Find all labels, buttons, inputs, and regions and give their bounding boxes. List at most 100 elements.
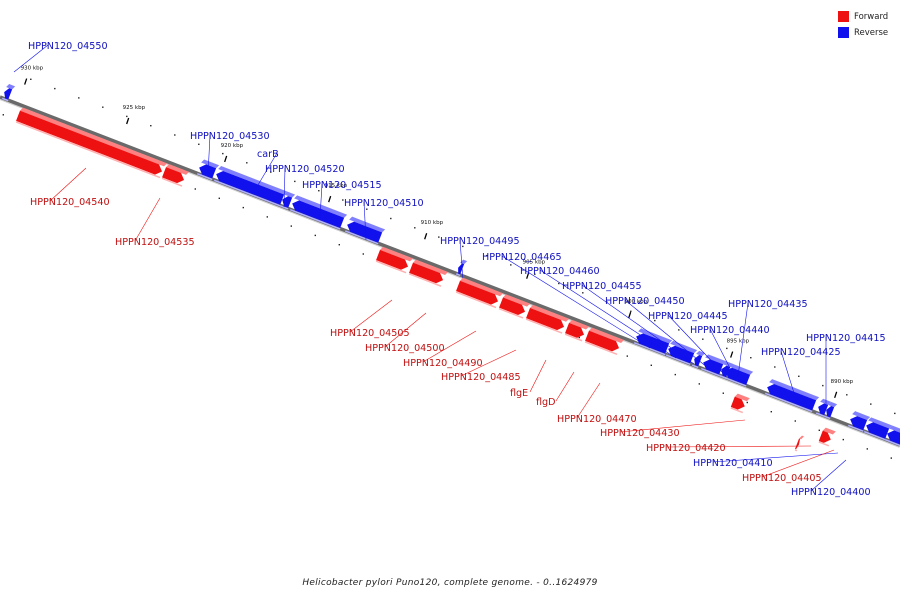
gene-hppn120-04470: [585, 330, 620, 352]
major-tick: [424, 233, 428, 240]
gene-hppn120-04455: [694, 355, 703, 367]
gene-hppn120-04465-label: HPPN120_04465: [482, 252, 562, 263]
gene-hppn120-04445-label: HPPN120_04445: [648, 311, 728, 322]
minor-tick-upper: [866, 448, 868, 450]
minor-tick-upper: [890, 457, 892, 459]
gene-flgd-leader: [555, 371, 575, 402]
gene-hppn120-04485-leader: [460, 349, 517, 377]
gene-hppn120-04405-label: HPPN120_04405: [742, 473, 822, 484]
gene-hppn120-04410: [850, 416, 868, 431]
gene-hppn120-04500-shade: [413, 259, 449, 275]
gene-hppn120-04530: [199, 164, 217, 179]
gene-hppn120-04505-shade: [380, 246, 414, 262]
gene-hppn120-04540-edge: [15, 121, 161, 179]
minor-tick-lower: [78, 97, 80, 99]
tick-label: 905 kbp: [523, 260, 546, 266]
gene-hppn120-04510-shade: [349, 216, 386, 233]
gene-flgd-shade: [569, 319, 590, 330]
legend-forward: Forward: [838, 9, 888, 24]
minor-tick-upper: [362, 253, 364, 255]
gene-hppn120-04415: [826, 406, 835, 418]
minor-tick-lower: [462, 245, 464, 248]
gene-hppn120-04400-shade: [868, 417, 893, 429]
gene-hppn120-04455-shade: [696, 350, 706, 357]
gene-hppn120-04450-leader: [624, 299, 709, 369]
minor-tick-lower: [534, 273, 536, 275]
gene-partial-right-shade: [889, 425, 900, 433]
legend-reverse: Reverse: [838, 25, 888, 40]
gene-hppn120-04425-leader: [780, 350, 795, 394]
minor-tick-lower: [486, 254, 488, 257]
minor-tick-upper: [266, 216, 268, 218]
minor-tick-upper: [818, 429, 820, 431]
gene-hppn120-04485-shade: [503, 294, 531, 307]
gene-hppn120-04410-shade: [852, 411, 871, 420]
gene-hppn120-04460-shade: [670, 340, 698, 354]
minor-tick-upper: [746, 401, 748, 404]
gene-partial-right: [887, 430, 900, 445]
gene-hppn120-04490-label: HPPN120_04490: [403, 358, 483, 369]
gene-hppn120-04430-leader: [619, 419, 746, 433]
gene-hppn120-04540-leader: [49, 167, 87, 202]
gene-hppn120-04485: [499, 297, 526, 316]
gene-hppn120-04400-label: HPPN120_04400: [791, 487, 871, 498]
gene-hppn120-04490-edge: [455, 291, 497, 309]
tick-label: 925 kbp: [123, 105, 146, 111]
gene-hppn120-04445-leader: [667, 314, 723, 373]
gene-hppn120-04535-leader: [134, 197, 161, 242]
gene-hppn120-04515-label: HPPN120_04515: [302, 180, 382, 191]
gene-hppn120-04410-label: HPPN120_04410: [693, 458, 773, 469]
minor-tick-lower: [102, 106, 104, 108]
gene-hppn120-04455-edge: [691, 364, 699, 369]
gene-hppn120-04440-shade: [727, 362, 754, 375]
minor-tick-upper: [194, 188, 196, 190]
gene-hppn120-04520-shade: [284, 191, 296, 198]
gene-hppn120-04410-leader: [712, 452, 839, 463]
tick-label: 915 kbp: [325, 183, 348, 189]
tick-label: 895 kbp: [727, 339, 750, 345]
minor-tick-lower: [654, 319, 656, 322]
gene-hppn120-04400-edge: [863, 430, 886, 441]
gene-hppn120-04515: [292, 200, 345, 229]
gene-hppn120-04435-shade: [769, 379, 820, 401]
minor-tick-lower: [510, 264, 512, 266]
gene-hppn120-04495: [458, 263, 465, 275]
major-tick: [126, 117, 130, 125]
gene-hppn120-04540-shade: [20, 107, 168, 167]
gene-hppn120-04550-label: HPPN120_04550: [28, 41, 108, 52]
minor-tick-lower: [126, 115, 128, 118]
gene-carb-shade: [218, 166, 288, 195]
gene-hppn120-04420-label: HPPN120_04420: [646, 443, 726, 454]
gene-hppn120-04530-leader: [207, 134, 211, 176]
minor-tick-lower: [366, 208, 368, 210]
gene-hppn120-04500: [409, 262, 444, 284]
gene-hppn120-04420-leader: [665, 445, 812, 448]
gene-hppn120-04405: [818, 430, 831, 443]
minor-tick-lower: [750, 357, 752, 359]
gene-flge-label: flgE: [510, 388, 528, 399]
minor-tick-lower: [894, 412, 896, 415]
gene-hppn120-04530-edge: [196, 173, 213, 181]
gene-carb-leader: [254, 152, 278, 191]
minor-tick-lower: [174, 134, 176, 136]
minor-tick-upper: [674, 373, 676, 376]
gene-hppn120-04465-shade: [638, 328, 673, 344]
gene-hppn120-04505-label: HPPN120_04505: [330, 328, 410, 339]
minor-tick-upper: [2, 114, 4, 116]
gene-hppn120-04430-shade: [734, 393, 750, 402]
minor-tick-lower: [438, 236, 440, 238]
gene-hppn120-04485-label: HPPN120_04485: [441, 372, 521, 383]
gene-hppn120-04470-label: HPPN120_04470: [557, 414, 637, 425]
major-tick: [628, 311, 632, 319]
gene-hppn120-04495-label: HPPN120_04495: [440, 236, 520, 247]
gene-hppn120-04510-label: HPPN120_04510: [344, 198, 424, 209]
minor-tick-lower: [870, 403, 872, 405]
gene-carb: [216, 170, 285, 205]
gene-hppn120-04535-label: HPPN120_04535: [115, 237, 195, 248]
gene-hppn120-04550-edge: [1, 97, 9, 102]
minor-tick-lower: [318, 190, 320, 192]
gene-flgd: [565, 322, 585, 338]
legend-reverse-label: Reverse: [854, 27, 889, 38]
gene-flge-edge: [525, 318, 563, 334]
